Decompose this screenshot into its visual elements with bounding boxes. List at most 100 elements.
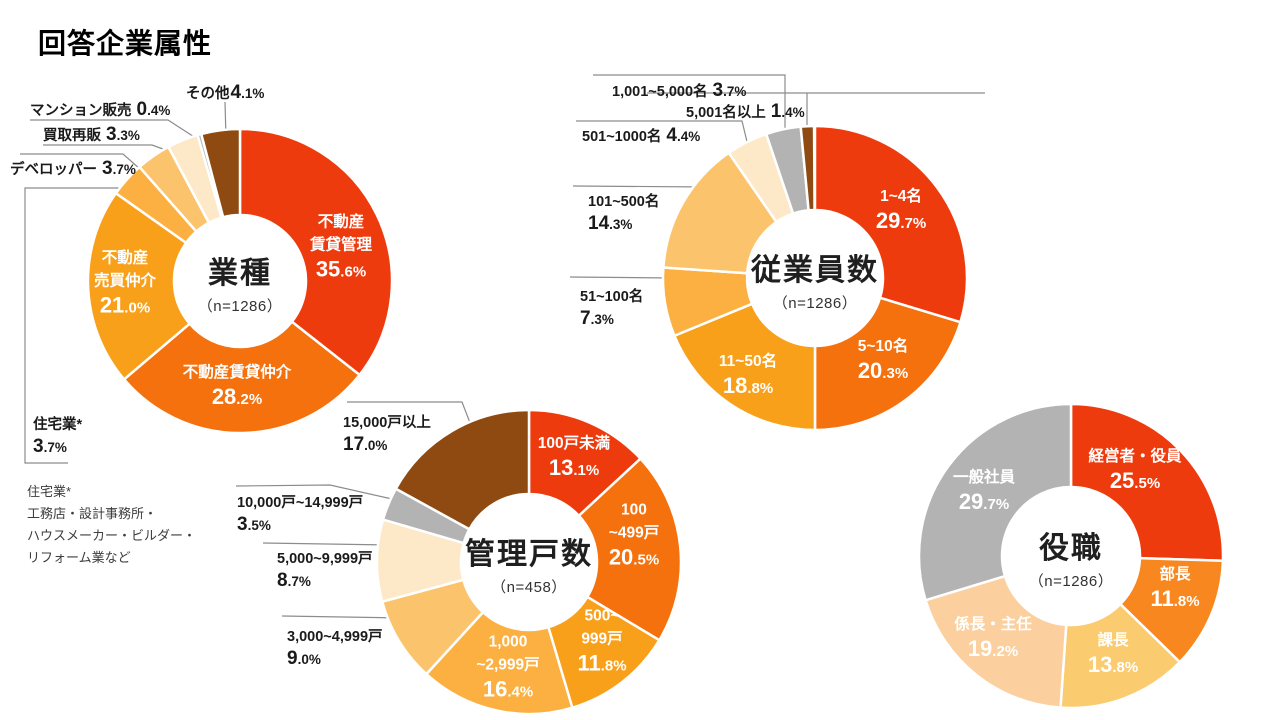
slice-label-line: 1~4名 — [880, 188, 922, 205]
employees-slice-label-3: 51~100名 7.3% — [580, 286, 643, 331]
slice-percent: 7.3% — [580, 308, 614, 329]
page-title: 回答企業属性 — [38, 28, 213, 59]
callout-leader-line — [281, 615, 405, 619]
slice-label-line: 部長 — [1159, 566, 1191, 583]
managed-units-donut — [235, 401, 683, 716]
employees-slice-1 — [813, 296, 962, 432]
slice-label-line: 不動産 — [317, 213, 365, 231]
footnote-line: リフォーム業など — [27, 550, 131, 565]
slice-percent: 20.3% — [857, 358, 909, 383]
slice-percent: 3.7% — [33, 436, 67, 457]
slice-label-line: 10,000戸~14,999戸 — [237, 495, 364, 511]
slice-percent: 1.4% — [770, 101, 805, 122]
callout-leader-line — [593, 74, 786, 142]
employees-slice-label-7: 5,001名以上 1.4% — [686, 101, 805, 124]
slice-percent: 8.7% — [277, 570, 311, 591]
position-slice-label-0: 経営者・役員 25.5% — [1088, 445, 1181, 497]
slice-label-line: 課長 — [1097, 632, 1129, 649]
slice-percent: 35.6% — [315, 256, 367, 282]
chart-center-title: 役職 — [1038, 532, 1103, 565]
employees-slice-0 — [813, 124, 969, 324]
managed-units-slice-label-1: 100 ~499戸 20.5% — [609, 499, 659, 574]
footnote-line: 工務店・設計事務所・ — [27, 506, 158, 521]
employees-slice-label-0: 1~4名 29.7% — [876, 185, 926, 237]
industry-slice-2 — [86, 191, 191, 381]
employees-slice-label-5: 501~1000名 4.4% — [582, 125, 700, 148]
position-slice-label-1: 部長 11.8% — [1150, 563, 1199, 615]
managed-units-slice-3 — [425, 610, 574, 716]
slice-percent: 14.3% — [588, 213, 633, 234]
position-slice-0 — [1069, 402, 1225, 563]
position-slice-label-3: 係長・主任 19.2% — [954, 613, 1032, 665]
slice-label-line: 経営者・役員 — [1088, 448, 1182, 465]
callout-leader-line — [235, 484, 393, 500]
industry-slice-label-3: 住宅業* 3.7% — [33, 414, 82, 459]
slice-label-line: 5,001名以上 — [686, 105, 766, 121]
slice-percent: 21.0% — [99, 292, 151, 318]
chart-n-count: （n=1286） — [772, 295, 858, 312]
slice-label-line: 999戸 — [581, 630, 623, 648]
position-center-label: 役職 （n=1286） — [1029, 523, 1113, 591]
slice-percent: 19.2% — [967, 636, 1019, 661]
slice-label-line: 賃貸管理 — [309, 236, 373, 254]
industry-slice-1 — [122, 320, 361, 435]
slice-percent: 13.1% — [548, 455, 600, 480]
slice-label-line: 不動産 — [101, 249, 149, 267]
industry-donut — [20, 101, 394, 464]
slice-label-line: 住宅業* — [33, 417, 83, 433]
employees-slice-label-1: 5~10名 20.3% — [858, 335, 908, 387]
industry-slice-label-4: デベロッパー 3.7% — [10, 158, 136, 181]
industry-footnote: 住宅業* 工務店・設計事務所・ ハウスメーカー・ビルダー・ リフォーム業など — [27, 481, 196, 569]
managed-units-slice-label-2: 500~ 999戸 11.8% — [577, 605, 626, 680]
callout-leader-line — [572, 185, 709, 188]
callout-leader-line — [576, 120, 750, 151]
slice-label-line: 11~50名 — [718, 353, 778, 370]
employees-slice-label-4: 101~500名 14.3% — [588, 191, 659, 236]
managed-units-slice-label-5: 5,000~9,999戸 8.7% — [277, 548, 373, 593]
slice-label-line: 15,000戸以上 — [343, 415, 431, 431]
slice-label-line: 5,000~9,999戸 — [277, 551, 373, 567]
slice-percent: 29.7% — [958, 489, 1010, 514]
managed-units-slice-label-7: 15,000戸以上 17.0% — [343, 412, 431, 457]
footnote-line: 住宅業* — [27, 484, 72, 499]
managed-units-center-label: 管理戸数 （n=458） — [465, 529, 593, 597]
slice-percent: 11.8% — [1150, 586, 1200, 611]
chart-center-title: 業種 — [207, 257, 272, 290]
managed-units-slice-label-3: 1,000 ~2,999戸 16.4% — [476, 631, 539, 706]
managed-units-slice-label-6: 10,000戸~14,999戸 3.5% — [237, 492, 363, 537]
slice-percent: 3.3% — [106, 124, 140, 145]
industry-slice-label-2: 不動産 売買仲介 21.0% — [94, 247, 156, 322]
slice-label-line: 係長・主任 — [954, 616, 1032, 633]
slice-label-line: 101~500名 — [588, 194, 660, 210]
managed-units-slice-label-0: 100戸未満 13.1% — [538, 432, 610, 484]
slice-label-line: 501~1000名 — [582, 129, 662, 145]
slice-percent: 16.4% — [482, 676, 534, 702]
slice-percent: 18.8% — [722, 373, 774, 398]
footnote-line: ハウスメーカー・ビルダー・ — [27, 528, 197, 543]
employees-center-label: 従業員数 （n=1286） — [751, 245, 879, 313]
industry-slice-7 — [200, 127, 242, 219]
slice-label-line: 100戸未満 — [537, 435, 611, 452]
industry-slice-label-1: 不動産賃貸仲介 28.2% — [183, 361, 292, 413]
industry-slice-0 — [238, 127, 394, 377]
slice-label-line: デベロッパー — [10, 162, 97, 178]
slice-label-line: 1,000 — [488, 633, 528, 651]
slice-percent: 13.8% — [1087, 652, 1139, 677]
slice-label-line: 不動産賃貸仲介 — [182, 364, 292, 381]
slice-percent: 11.8% — [577, 650, 627, 676]
chart-center-title: 従業員数 — [751, 254, 879, 287]
slice-percent: 3.7% — [102, 158, 136, 179]
slice-label-line: ~499戸 — [608, 524, 660, 542]
slice-label-line: 3,000~4,999戸 — [287, 629, 383, 645]
slice-percent: 4.1% — [230, 82, 265, 103]
slice-percent: 4.4% — [666, 125, 701, 146]
slice-percent: 25.5% — [1109, 468, 1161, 493]
chart-n-count: （n=458） — [491, 579, 567, 596]
callout-leader-line — [347, 401, 473, 429]
employees-slice-label-6: 1,001~5,000名 3.7% — [612, 80, 746, 103]
callout-leader-line — [262, 542, 392, 546]
slice-percent: 3.5% — [237, 514, 271, 535]
slice-percent: 17.0% — [343, 434, 388, 455]
managed-units-slice-7 — [394, 408, 531, 531]
